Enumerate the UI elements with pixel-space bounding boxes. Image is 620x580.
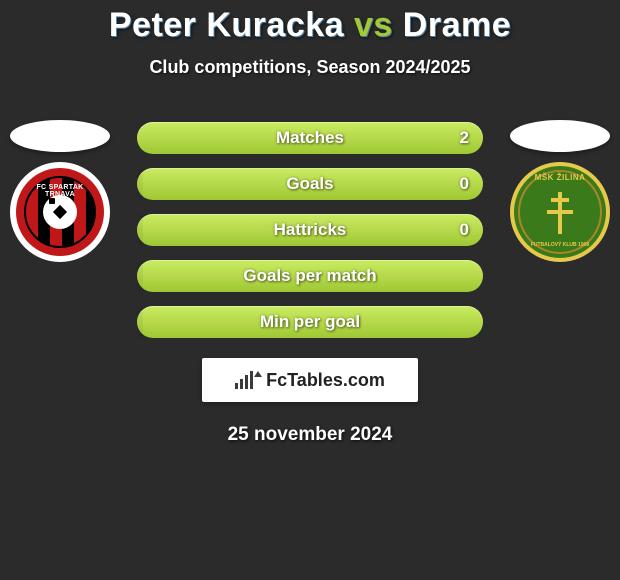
title-player2: Drame	[403, 6, 511, 44]
page-title: Peter Kuracka vs Drame	[0, 6, 620, 45]
team-right-column: MŠK ŽILINA FUTBALOVÝ KLUB 1908	[510, 120, 610, 262]
title-player1: Peter Kuracka	[109, 6, 344, 44]
player-right-photo-placeholder	[510, 120, 610, 152]
stat-label: Hattricks	[274, 220, 347, 240]
stat-label: Min per goal	[260, 312, 360, 332]
bar-chart-icon	[235, 371, 253, 389]
brand-text: FcTables.com	[266, 370, 385, 391]
stat-value: 2	[460, 122, 469, 154]
stat-value: 0	[460, 214, 469, 246]
arrow-up-icon	[254, 371, 262, 377]
infographic-root: Peter Kuracka vs Drame Club competitions…	[0, 0, 620, 580]
stat-row: Matches 2	[137, 122, 483, 154]
team-right-crest: MŠK ŽILINA FUTBALOVÝ KLUB 1908	[510, 162, 610, 262]
stat-row: Goals per match	[137, 260, 483, 292]
stat-row: Hattricks 0	[137, 214, 483, 246]
stat-row: Min per goal	[137, 306, 483, 338]
stat-row: Goals 0	[137, 168, 483, 200]
team-left-column: FC SPARTAK TRNAVA	[10, 120, 110, 262]
player-left-photo-placeholder	[10, 120, 110, 152]
stat-label: Matches	[276, 128, 344, 148]
title-vs: vs	[354, 6, 393, 44]
stat-value: 0	[460, 168, 469, 200]
stats-list: Matches 2 Goals 0 Hattricks 0 Goals per match M…	[137, 122, 483, 352]
date-label: 25 november 2024	[0, 424, 620, 446]
stat-label: Goals per match	[243, 266, 376, 286]
double-cross-icon	[558, 192, 562, 234]
team-left-crest: FC SPARTAK TRNAVA	[10, 162, 110, 262]
soccer-ball-icon	[43, 195, 77, 229]
brand-box: FcTables.com	[202, 358, 418, 402]
subtitle: Club competitions, Season 2024/2025	[0, 57, 620, 78]
team-right-subtext: FUTBALOVÝ KLUB 1908	[514, 242, 606, 248]
stat-label: Goals	[286, 174, 333, 194]
team-left-crest-inner: FC SPARTAK TRNAVA	[24, 176, 96, 248]
team-right-name: MŠK ŽILINA	[514, 173, 606, 182]
